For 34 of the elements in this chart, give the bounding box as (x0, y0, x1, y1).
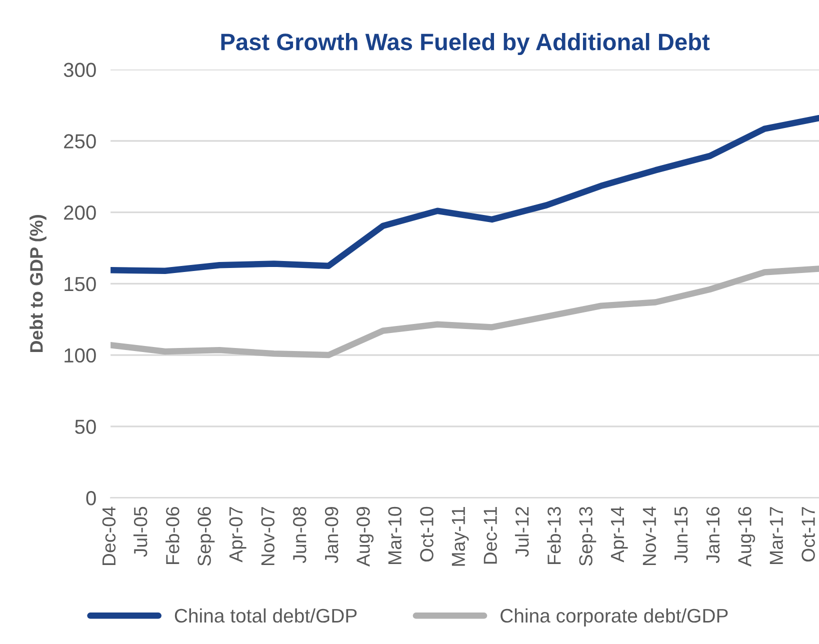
x-tick-label: Aug-16 (738, 506, 756, 567)
x-tick-label: Feb-13 (547, 506, 561, 564)
x-tick-label: Oct-10 (420, 506, 434, 562)
x-tick-label: Sep-13 (579, 506, 596, 566)
x-tick-label: Jun-08 (293, 506, 306, 564)
y-axis-title: Debt to GDP (%) (30, 215, 46, 352)
x-tick-label: Dec-11 (484, 507, 497, 564)
y-tick-label: 100 (64, 348, 96, 363)
x-tick-label: Feb-06 (166, 506, 180, 564)
x-tick-label: Dec-04 (102, 506, 116, 566)
x-tick-label: Mar-17 (770, 507, 783, 564)
x-tick-label: Jul-05 (133, 506, 148, 557)
x-tick-label: Apr-07 (229, 507, 246, 562)
x-tick-label: Sep-06 (198, 506, 215, 566)
y-tick-label: 250 (64, 134, 96, 148)
x-tick-label: May-11 (452, 507, 469, 566)
x-tick-label: Jun-15 (674, 506, 688, 564)
x-tick-label: Jan-16 (706, 506, 720, 564)
y-tick-label: 50 (75, 420, 96, 434)
legend-label: China total debt/GDP (174, 608, 357, 623)
x-tick-label: Jul-12 (514, 507, 529, 557)
x-tick-label: Nov-14 (642, 506, 656, 566)
x-tick-label: Aug-09 (356, 507, 374, 567)
y-tick-label: 200 (64, 206, 96, 220)
chart-title: Past Growth Was Fueled by Additional Debt (221, 32, 710, 56)
x-tick-label: Jan-09 (324, 507, 338, 564)
legend-label: China corporate debt/GDP (500, 608, 728, 626)
y-tick-label: 0 (86, 491, 96, 506)
x-tick-label: Nov-07 (261, 507, 275, 566)
y-tick-label: 150 (64, 276, 96, 292)
x-tick-label: Oct-17 (802, 507, 815, 562)
x-tick-label: Apr-14 (611, 506, 628, 562)
y-tick-label: 300 (64, 62, 96, 78)
x-tick-label: Mar-10 (388, 506, 402, 564)
